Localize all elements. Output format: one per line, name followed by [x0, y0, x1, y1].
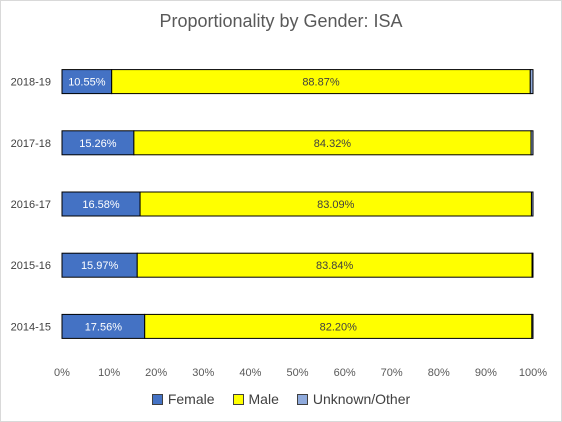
data-label: 84.32% [314, 138, 352, 150]
legend-item: Female [151, 391, 215, 407]
bar-female [61, 191, 141, 217]
data-label: 83.84% [316, 260, 354, 272]
legend-label: Female [167, 391, 215, 407]
bar-female [61, 252, 138, 278]
bar-male [139, 191, 532, 217]
x-tick-label: 20% [145, 367, 167, 379]
x-tick-label: 40% [239, 367, 261, 379]
x-tick-label: 50% [286, 367, 308, 379]
data-label: 88.87% [302, 77, 340, 89]
data-label: 16.58% [82, 199, 120, 211]
x-tick-label: 70% [381, 367, 403, 379]
legend-swatch [151, 393, 163, 405]
bar-unknown-other [530, 130, 534, 156]
x-tick-label: 60% [334, 367, 356, 379]
bar-male [111, 69, 531, 95]
chart-title: Proportionality by Gender: ISA [159, 11, 403, 31]
legend-swatch [232, 393, 244, 405]
bar-unknown-other [531, 313, 534, 339]
x-tick-label: 30% [192, 367, 214, 379]
data-label: 17.56% [85, 321, 123, 333]
chart-legend: Female Male Unknown/Other [1, 391, 561, 407]
bar-female [61, 313, 146, 339]
bar-male [144, 313, 533, 339]
data-label: 82.20% [320, 321, 358, 333]
legend-swatch [296, 393, 308, 405]
data-label: 83.09% [317, 199, 355, 211]
x-tick-label: 90% [475, 367, 497, 379]
category-label: 2018-19 [11, 77, 51, 89]
data-label: 10.55% [68, 77, 106, 89]
data-label: 15.97% [81, 260, 119, 272]
x-tick-label: 80% [428, 367, 450, 379]
category-label: 2016-17 [11, 199, 51, 211]
bar-unknown-other [531, 252, 534, 278]
category-label: 2015-16 [11, 260, 51, 272]
x-tick-label: 100% [519, 367, 547, 379]
x-tick-label: 10% [98, 367, 120, 379]
bar-unknown-other [530, 191, 534, 217]
category-label: 2017-18 [11, 138, 51, 150]
category-label: 2014-15 [11, 321, 51, 333]
bar-unknown-other [529, 69, 534, 95]
x-tick-label: 0% [54, 367, 70, 379]
legend-item: Male [232, 391, 279, 407]
bar-male [136, 252, 533, 278]
legend-label: Male [248, 391, 279, 407]
data-label: 15.26% [79, 138, 117, 150]
legend-label: Unknown/Other [312, 391, 411, 407]
legend-item: Unknown/Other [296, 391, 411, 407]
